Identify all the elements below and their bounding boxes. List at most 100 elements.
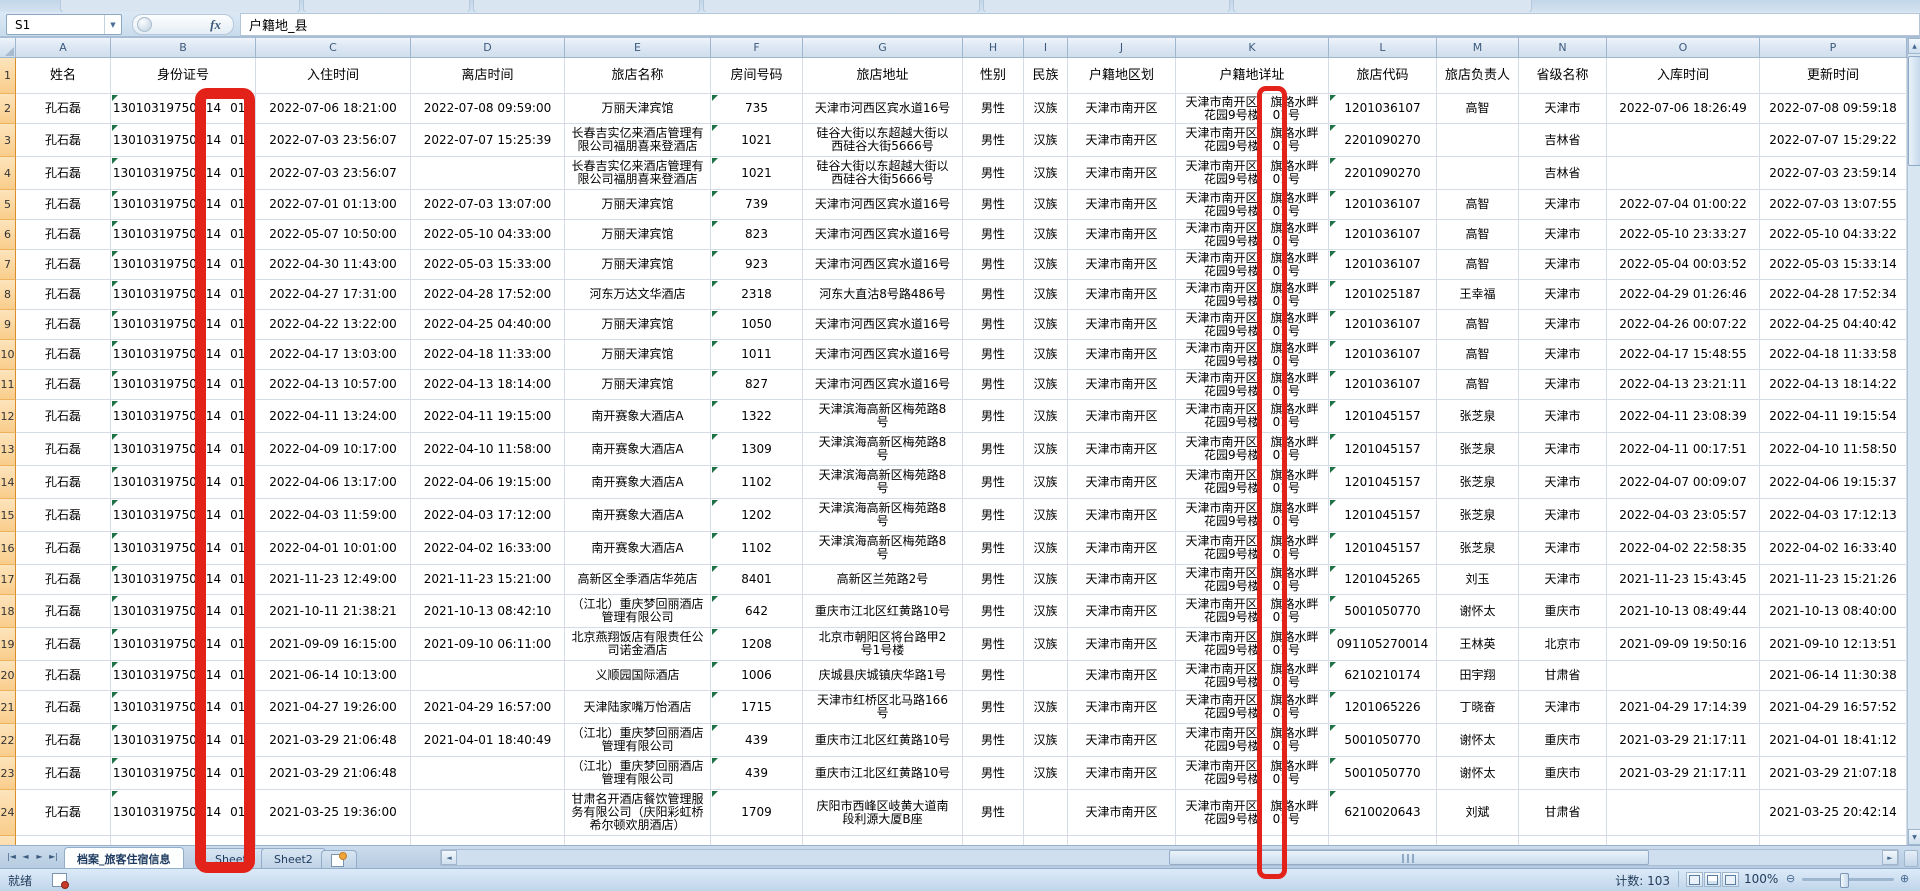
cell-L4[interactable]: 2201090270 — [1329, 157, 1437, 190]
cell-E7[interactable]: 万丽天津宾馆 — [565, 250, 711, 280]
column-header-C[interactable]: C — [256, 38, 411, 58]
cell-E20[interactable]: 义顺园国际酒店 — [565, 661, 711, 691]
cell-G15[interactable]: 天津滨海高新区梅苑路8 号 — [803, 499, 963, 532]
cell-N20[interactable]: 甘肃省 — [1519, 661, 1607, 691]
cell-K9[interactable]: 天津市南开区 旗路水畔 花园9号楼 01号 — [1176, 310, 1329, 340]
cell-A21[interactable]: 孔石磊 — [16, 691, 111, 724]
cell-I25[interactable] — [1024, 836, 1068, 845]
cell-J19[interactable]: 天津市南开区 — [1068, 628, 1176, 661]
cell-M7[interactable]: 高智 — [1437, 250, 1519, 280]
cell-A23[interactable]: 孔石磊 — [16, 757, 111, 790]
cell-C17[interactable]: 2021-11-23 12:49:00 — [256, 565, 411, 595]
cell-G14[interactable]: 天津滨海高新区梅苑路8 号 — [803, 466, 963, 499]
cell-F23[interactable]: 439 — [711, 757, 803, 790]
cell-P20[interactable]: 2021-06-14 11:30:38 — [1760, 661, 1907, 691]
cell-H9[interactable]: 男性 — [963, 310, 1024, 340]
cell-O6[interactable]: 2022-05-10 23:33:27 — [1607, 220, 1760, 250]
cell-P8[interactable]: 2022-04-28 17:52:34 — [1760, 280, 1907, 310]
cell-D5[interactable]: 2022-07-03 13:07:00 — [411, 190, 565, 220]
cell-H6[interactable]: 男性 — [963, 220, 1024, 250]
cell-B24[interactable]: 13010319750 14 016 — [111, 790, 256, 836]
cell-O3[interactable] — [1607, 124, 1760, 157]
cell-M23[interactable]: 谢怀太 — [1437, 757, 1519, 790]
cell-D13[interactable]: 2022-04-10 11:58:00 — [411, 433, 565, 466]
cell-G20[interactable]: 庆城县庆城镇庆华路1号 — [803, 661, 963, 691]
field-header-E[interactable]: 旅店名称 — [565, 58, 711, 94]
cell-N24[interactable]: 甘肃省 — [1519, 790, 1607, 836]
cell-N12[interactable]: 天津市 — [1519, 400, 1607, 433]
cell-H22[interactable]: 男性 — [963, 724, 1024, 757]
row-header-22[interactable]: 22 — [0, 724, 16, 757]
cell-P23[interactable]: 2021-03-29 21:07:18 — [1760, 757, 1907, 790]
cell-B13[interactable]: 13010319750 14 016 — [111, 433, 256, 466]
zoom-out-icon[interactable]: ⊖ — [1786, 872, 1796, 885]
cell-L12[interactable]: 1201045157 — [1329, 400, 1437, 433]
cell-H24[interactable]: 男性 — [963, 790, 1024, 836]
cell-L13[interactable]: 1201045157 — [1329, 433, 1437, 466]
select-all-corner[interactable] — [0, 38, 16, 58]
cell-J12[interactable]: 天津市南开区 — [1068, 400, 1176, 433]
cell-L22[interactable]: 5001050770 — [1329, 724, 1437, 757]
cell-I13[interactable]: 汉族 — [1024, 433, 1068, 466]
cell-L18[interactable]: 5001050770 — [1329, 595, 1437, 628]
cell-H13[interactable]: 男性 — [963, 433, 1024, 466]
cell-O7[interactable]: 2022-05-04 00:03:52 — [1607, 250, 1760, 280]
column-header-P[interactable]: P — [1760, 38, 1907, 58]
cell-C3[interactable]: 2022-07-03 23:56:07 — [256, 124, 411, 157]
cell-F15[interactable]: 1202 — [711, 499, 803, 532]
cell-N9[interactable]: 天津市 — [1519, 310, 1607, 340]
sheet-tab-active[interactable]: 档案_旅客住宿信息 — [64, 847, 184, 870]
cell-K25[interactable] — [1176, 836, 1329, 845]
cell-M11[interactable]: 高智 — [1437, 370, 1519, 400]
cell-G18[interactable]: 重庆市江北区红黄路10号 — [803, 595, 963, 628]
sheet-tab-sheet2[interactable]: Sheet2 — [261, 848, 326, 870]
cell-C18[interactable]: 2021-10-11 21:38:21 — [256, 595, 411, 628]
cell-P2[interactable]: 2022-07-08 09:59:18 — [1760, 94, 1907, 124]
formula-input[interactable]: 户籍地_县 — [240, 13, 1920, 36]
cell-M22[interactable]: 谢怀太 — [1437, 724, 1519, 757]
cell-I17[interactable]: 汉族 — [1024, 565, 1068, 595]
cell-M24[interactable]: 刘斌 — [1437, 790, 1519, 836]
cell-H21[interactable]: 男性 — [963, 691, 1024, 724]
cell-F18[interactable]: 642 — [711, 595, 803, 628]
cell-E5[interactable]: 万丽天津宾馆 — [565, 190, 711, 220]
cell-C25[interactable] — [256, 836, 411, 845]
cell-J22[interactable]: 天津市南开区 — [1068, 724, 1176, 757]
cell-C12[interactable]: 2022-04-11 13:24:00 — [256, 400, 411, 433]
cell-H17[interactable]: 男性 — [963, 565, 1024, 595]
cell-L8[interactable]: 1201025187 — [1329, 280, 1437, 310]
cell-F4[interactable]: 1021 — [711, 157, 803, 190]
cell-B25[interactable] — [111, 836, 256, 845]
cell-N3[interactable]: 吉林省 — [1519, 124, 1607, 157]
cell-P16[interactable]: 2022-04-02 16:33:40 — [1760, 532, 1907, 565]
cell-C6[interactable]: 2022-05-07 10:50:00 — [256, 220, 411, 250]
cell-C24[interactable]: 2021-03-25 19:36:00 — [256, 790, 411, 836]
cell-K3[interactable]: 天津市南开区 旗路水畔 花园9号楼 01号 — [1176, 124, 1329, 157]
cell-J2[interactable]: 天津市南开区 — [1068, 94, 1176, 124]
cell-F8[interactable]: 2318 — [711, 280, 803, 310]
horizontal-scrollbar-thumb[interactable] — [1169, 850, 1649, 865]
cell-H12[interactable]: 男性 — [963, 400, 1024, 433]
cell-G13[interactable]: 天津滨海高新区梅苑路8 号 — [803, 433, 963, 466]
row-header-11[interactable]: 11 — [0, 370, 16, 400]
row-header-2[interactable]: 2 — [0, 94, 16, 124]
cell-E4[interactable]: 长春吉实亿来酒店管理有 限公司福朋喜来登酒店 — [565, 157, 711, 190]
cell-A7[interactable]: 孔石磊 — [16, 250, 111, 280]
first-sheet-icon[interactable]: |◄ — [7, 852, 16, 861]
cell-A25[interactable] — [16, 836, 111, 845]
cell-B9[interactable]: 13010319750 14 016 — [111, 310, 256, 340]
column-header-E[interactable]: E — [565, 38, 711, 58]
row-header-3[interactable]: 3 — [0, 124, 16, 157]
cell-F19[interactable]: 1208 — [711, 628, 803, 661]
cell-K16[interactable]: 天津市南开区 旗路水畔 花园9号楼 01号 — [1176, 532, 1329, 565]
cell-C19[interactable]: 2021-09-09 16:15:00 — [256, 628, 411, 661]
row-header-5[interactable]: 5 — [0, 190, 16, 220]
cell-C20[interactable]: 2021-06-14 10:13:00 — [256, 661, 411, 691]
cell-G11[interactable]: 天津市河西区宾水道16号 — [803, 370, 963, 400]
cell-N22[interactable]: 重庆市 — [1519, 724, 1607, 757]
cell-D8[interactable]: 2022-04-28 17:52:00 — [411, 280, 565, 310]
cell-L9[interactable]: 1201036107 — [1329, 310, 1437, 340]
field-header-P[interactable]: 更新时间 — [1760, 58, 1907, 94]
row-header-24[interactable]: 24 — [0, 790, 16, 836]
cell-H3[interactable]: 男性 — [963, 124, 1024, 157]
